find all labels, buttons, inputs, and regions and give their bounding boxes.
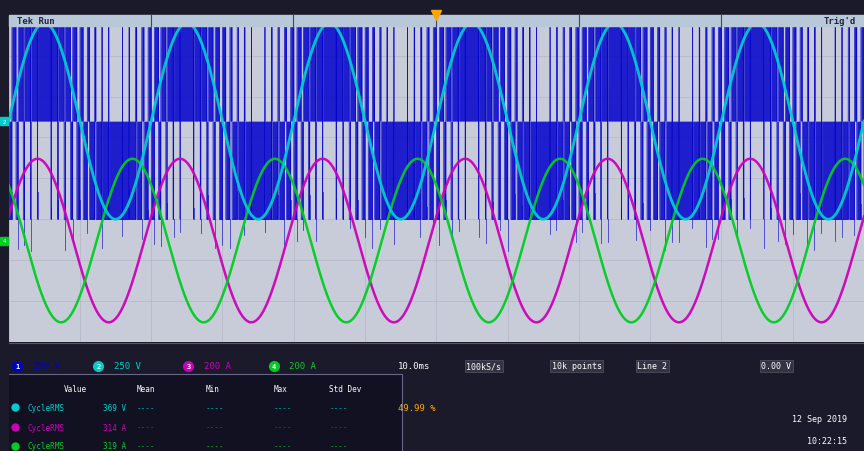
Text: 4: 4 xyxy=(3,239,6,244)
Text: ----: ---- xyxy=(329,403,348,412)
Text: 1: 1 xyxy=(15,363,19,369)
Text: ----: ---- xyxy=(206,403,224,412)
Text: CycleRMS: CycleRMS xyxy=(28,441,65,450)
Text: Line 2: Line 2 xyxy=(638,362,667,371)
Text: ----: ---- xyxy=(137,441,156,450)
Text: Max: Max xyxy=(274,385,288,393)
Text: 10.0ms: 10.0ms xyxy=(397,362,430,371)
Text: ----: ---- xyxy=(329,423,348,432)
Bar xyxy=(9,16,864,27)
Text: 314 A: 314 A xyxy=(103,423,126,432)
Text: CycleRMS: CycleRMS xyxy=(28,403,65,412)
Text: 49.99 %: 49.99 % xyxy=(397,403,435,412)
Text: 250 V: 250 V xyxy=(33,362,60,371)
Text: 200 A: 200 A xyxy=(204,362,231,371)
Text: ----: ---- xyxy=(329,441,348,450)
Text: 10k points: 10k points xyxy=(552,362,602,371)
Text: Std Dev: Std Dev xyxy=(329,385,362,393)
Text: 250 V: 250 V xyxy=(114,362,141,371)
Text: ----: ---- xyxy=(137,403,156,412)
Text: 0.00 V: 0.00 V xyxy=(761,362,791,371)
Text: Mean: Mean xyxy=(137,385,156,393)
Text: 2: 2 xyxy=(96,363,100,369)
Text: CycleRMS: CycleRMS xyxy=(28,423,65,432)
Text: 319 A: 319 A xyxy=(103,441,126,450)
Text: ----: ---- xyxy=(206,441,224,450)
Text: Min: Min xyxy=(206,385,219,393)
Text: ----: ---- xyxy=(274,403,292,412)
Text: Value: Value xyxy=(64,385,87,393)
Text: 2: 2 xyxy=(3,120,6,124)
Text: 369 V: 369 V xyxy=(103,403,126,412)
Text: ----: ---- xyxy=(137,423,156,432)
Text: 100kS/s: 100kS/s xyxy=(467,362,501,371)
Text: 4: 4 xyxy=(271,363,276,369)
FancyBboxPatch shape xyxy=(0,374,402,451)
Text: ----: ---- xyxy=(274,423,292,432)
Text: 3: 3 xyxy=(186,363,190,369)
Text: ----: ---- xyxy=(274,441,292,450)
Text: ----: ---- xyxy=(206,423,224,432)
Text: 10:22:15: 10:22:15 xyxy=(807,436,847,445)
Text: Trig'd: Trig'd xyxy=(823,17,855,26)
Text: 12 Sep 2019: 12 Sep 2019 xyxy=(792,414,847,423)
Text: 200 A: 200 A xyxy=(289,362,316,371)
Text: Tek Run: Tek Run xyxy=(17,17,54,26)
